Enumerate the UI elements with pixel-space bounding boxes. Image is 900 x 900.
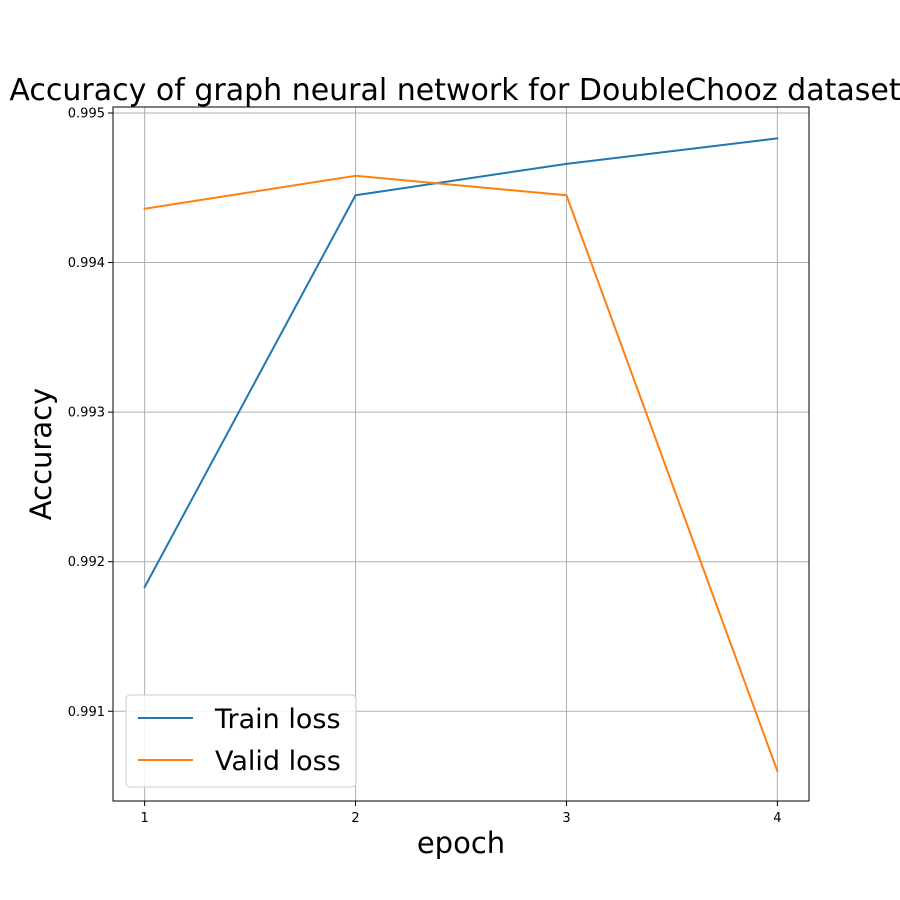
series-line-valid-loss	[143, 174, 779, 773]
series-line-train-loss	[143, 137, 779, 589]
x-tick-label: 2	[351, 811, 359, 826]
y-tick-label: 0.995	[68, 106, 105, 121]
series-lines	[143, 137, 779, 773]
x-axis-label: epoch	[417, 826, 505, 860]
axis-ticks: 1 2 3 4 0.991 0.992 0.993 0.994 0.995	[68, 106, 782, 826]
y-axis-label: Accuracy	[24, 388, 58, 520]
legend-label-train-loss: Train loss	[214, 704, 341, 735]
x-tick-label: 1	[140, 811, 148, 826]
x-tick-label: 4	[773, 811, 781, 826]
legend-label-valid-loss: Valid loss	[215, 746, 341, 777]
chart-title: Accuracy of graph neural network for Dou…	[9, 73, 900, 108]
y-tick-label: 0.992	[68, 555, 105, 570]
y-tick-label: 0.991	[68, 705, 105, 720]
x-tick-label: 3	[562, 811, 570, 826]
legend: Train loss Valid loss	[125, 694, 357, 788]
y-tick-label: 0.994	[68, 256, 105, 271]
plot-frame	[112, 106, 810, 802]
y-tick-label: 0.993	[68, 406, 105, 421]
